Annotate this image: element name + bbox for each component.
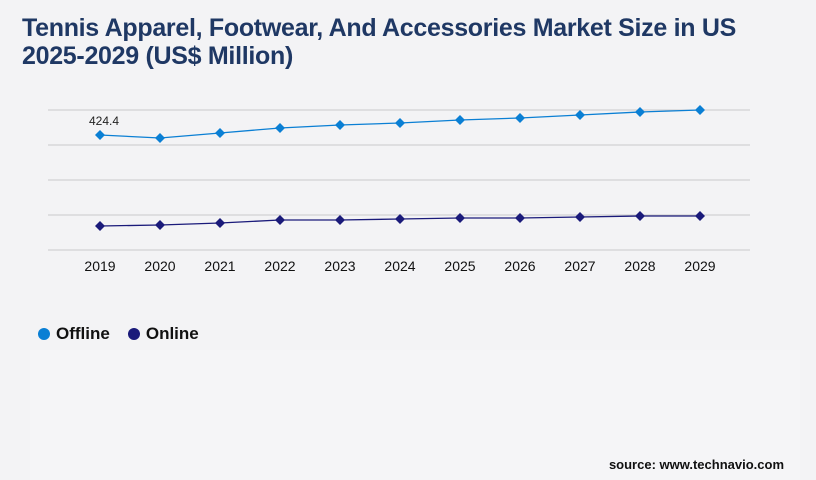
data-point [155, 219, 165, 230]
data-point [95, 220, 105, 231]
data-point [395, 118, 405, 129]
chart-title: Tennis Apparel, Footwear, And Accessorie… [22, 14, 736, 70]
x-tick-label: 2020 [144, 258, 175, 274]
data-point [635, 210, 645, 221]
data-point [215, 218, 225, 229]
data-point [395, 213, 405, 224]
data-point [155, 132, 165, 143]
legend-label: Offline [56, 324, 110, 343]
data-point [515, 212, 525, 223]
x-tick-label: 2022 [264, 258, 295, 274]
legend-item: Offline [38, 324, 110, 344]
x-tick-label: 2024 [384, 258, 415, 274]
data-point [335, 215, 345, 225]
x-tick-label: 2028 [624, 258, 655, 274]
data-point [695, 105, 705, 115]
x-tick-label: 2023 [324, 258, 355, 274]
data-point [95, 129, 105, 140]
data-point [275, 122, 285, 133]
data-point [455, 115, 465, 125]
data-point [575, 109, 585, 120]
source-text: source: www.technavio.com [608, 457, 784, 472]
legend-label: Online [145, 324, 199, 343]
legend-marker-icon [127, 328, 140, 340]
x-tick-label: 2029 [684, 258, 715, 274]
x-tick-label: 2026 [504, 258, 535, 274]
data-point [695, 210, 705, 221]
data-point [455, 212, 465, 223]
legend-marker-icon [38, 328, 50, 340]
x-tick-label: 2021 [204, 258, 235, 274]
legend-item: Online [127, 324, 199, 344]
data-point [515, 112, 525, 123]
data-label: 424.4 [89, 114, 119, 128]
data-point [575, 211, 585, 222]
legend: Offline Online [38, 324, 199, 344]
data-point [635, 107, 645, 118]
data-point [275, 215, 285, 225]
x-tick-label: 2025 [444, 258, 475, 274]
data-point [215, 127, 225, 138]
background-panel [30, 350, 800, 480]
x-tick-label: 2027 [564, 258, 595, 274]
x-tick-label: 2019 [84, 258, 115, 274]
data-point [335, 119, 345, 130]
